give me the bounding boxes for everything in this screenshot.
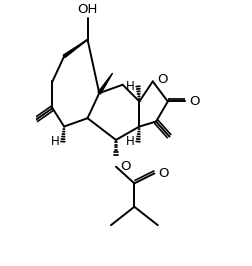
Polygon shape: [98, 73, 113, 94]
Text: OH: OH: [77, 3, 98, 16]
Polygon shape: [63, 40, 87, 57]
Text: H: H: [126, 80, 135, 93]
Text: O: O: [189, 95, 199, 108]
Text: O: O: [157, 73, 167, 86]
Text: H: H: [126, 135, 135, 148]
Text: H: H: [51, 135, 59, 148]
Text: O: O: [120, 160, 131, 173]
Text: O: O: [159, 167, 169, 180]
